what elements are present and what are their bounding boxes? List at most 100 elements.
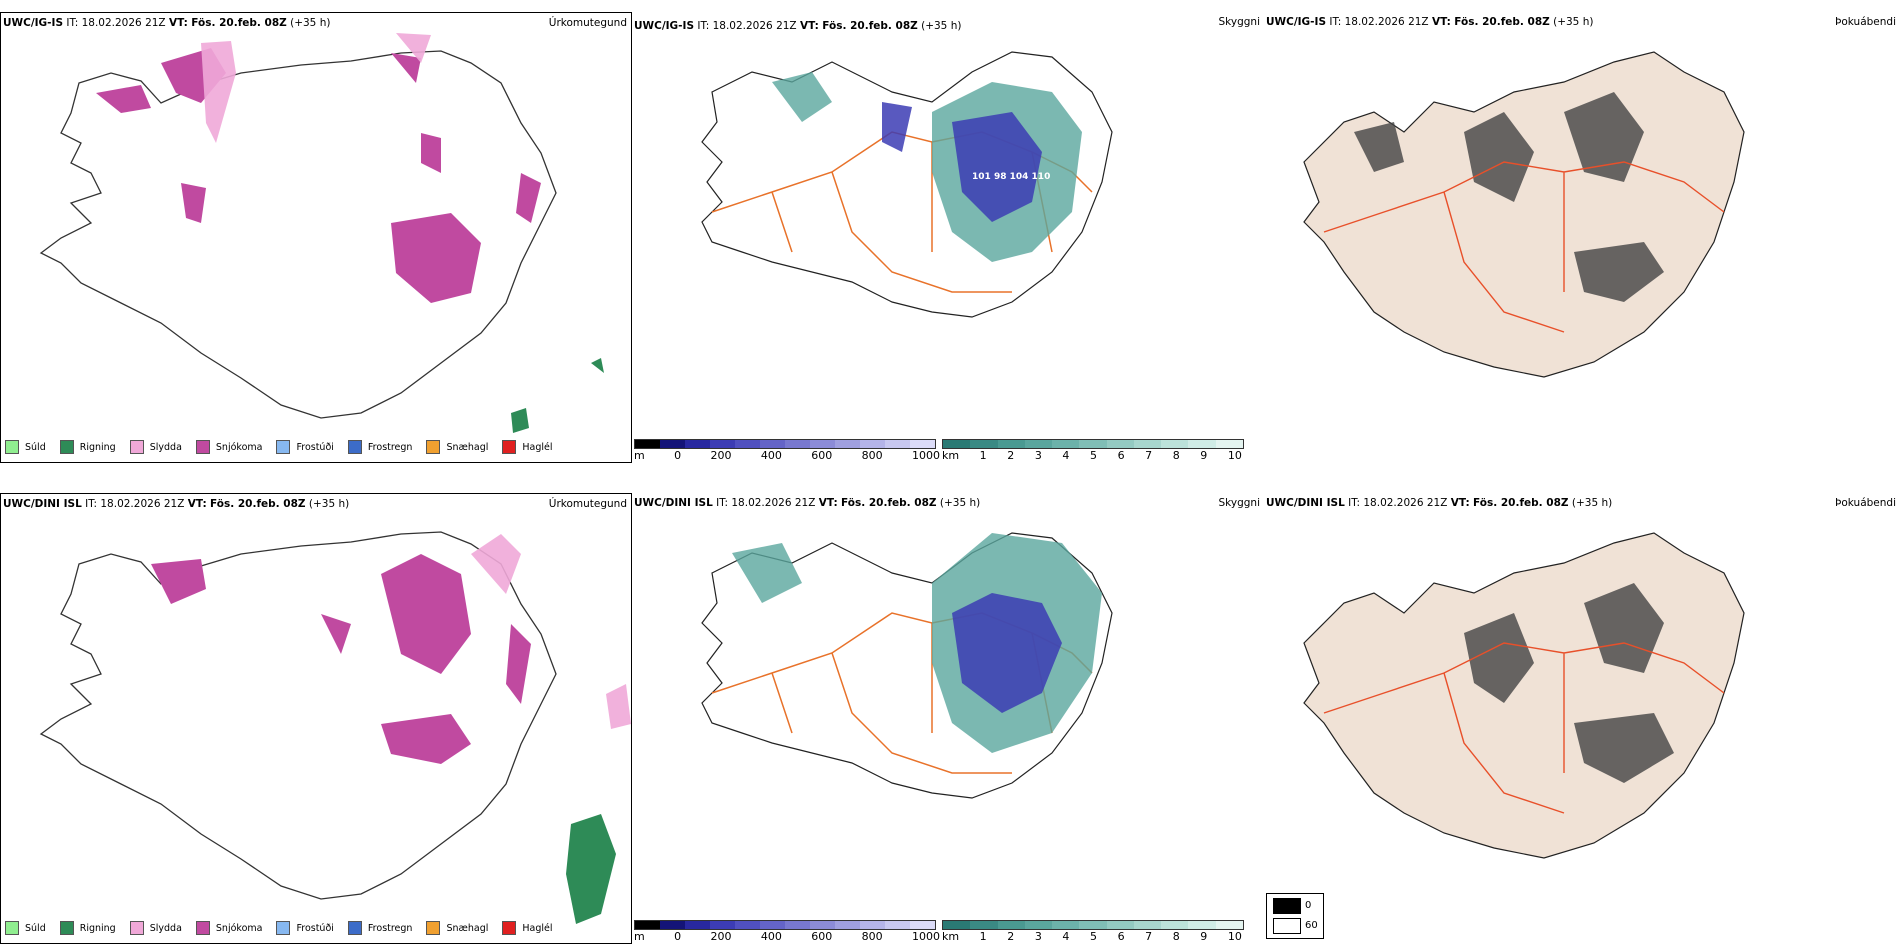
it-value: 18.02.2026 21Z: [1363, 497, 1448, 509]
vt-value: Fös. 20.feb. 08Z: [191, 17, 287, 29]
vt-label: VT:: [168, 17, 188, 29]
tick-label: 6: [1117, 449, 1125, 462]
precip-legend: Súld Rigning Slydda Snjókoma Frostúði Fr…: [5, 919, 567, 937]
unit-label: m: [634, 449, 645, 462]
iceland-outline: [701, 532, 1113, 799]
it-value: 18.02.2026 21Z: [731, 497, 816, 509]
vis-km-colorbar: [942, 439, 1244, 449]
blue-visibility-area: [882, 102, 1042, 222]
it-label: IT:: [1329, 16, 1342, 28]
tick-label: 1: [979, 930, 987, 943]
vt-label: VT:: [1450, 497, 1470, 509]
fog-legend: 0 60: [1266, 893, 1324, 939]
tick-label: 10: [1227, 930, 1242, 943]
vt-value: Fös. 20.feb. 08Z: [822, 20, 918, 32]
tick-label: 800: [861, 930, 883, 943]
panel-title: Úrkomutegund: [548, 17, 627, 29]
panel-title: Skyggni: [1218, 497, 1261, 509]
vt-label: VT:: [1431, 16, 1451, 28]
vt-label: VT:: [187, 498, 207, 510]
tick-label: 2: [1007, 449, 1015, 462]
legend-item: Slydda: [129, 921, 182, 935]
legend-item: Súld: [5, 440, 46, 454]
legend-label: Rigning: [79, 922, 116, 934]
it-label: IT:: [66, 17, 79, 29]
legend-label: Snjókoma: [215, 922, 263, 934]
fog-panel-bottom: UWC/DINI ISL IT: 18.02.2026 21Z VT: Fös.…: [1264, 493, 1900, 888]
panel-header: UWC/IG-IS IT: 18.02.2026 21Z VT: Fös. 20…: [3, 17, 330, 29]
panel-header-mid: UWC/IG-IS IT: 18.02.2026 21Z VT: Fös. 20…: [634, 20, 961, 32]
model-name: UWC/IG-IS: [1266, 16, 1327, 28]
visibility-map-top: [701, 51, 1113, 318]
legend-item: Frostúði: [276, 921, 334, 935]
precip-panel-top: UWC/IG-IS IT: 18.02.2026 21Z VT: Fös. 20…: [0, 12, 632, 463]
vis-m-colorbar: [634, 920, 936, 930]
legend-swatch: [426, 921, 441, 935]
vis-value-labels: 101 98 104 110: [972, 172, 1092, 183]
snow-areas: [96, 48, 541, 303]
legend-item: Snæhagl: [426, 921, 488, 935]
legend-swatch: [1273, 898, 1301, 914]
unit-label: m: [634, 930, 645, 943]
it-label: IT:: [85, 498, 98, 510]
tick-label: 600: [811, 930, 833, 943]
tick-label: 4: [1062, 930, 1070, 943]
vis-value: 110: [1031, 172, 1051, 182]
legend-label: Haglél: [522, 441, 553, 453]
legend-swatch: [1273, 918, 1301, 934]
rain-areas: [511, 358, 604, 433]
tick-label: 600: [811, 449, 833, 462]
rain-areas: [566, 814, 616, 924]
tick-label: 400: [760, 930, 782, 943]
legend-item: Súld: [5, 921, 46, 935]
legend-label: Haglél: [522, 922, 553, 934]
legend-item: Rigning: [59, 440, 116, 454]
fog-map-bottom: [1303, 532, 1745, 859]
legend-label: Snjókoma: [215, 441, 263, 453]
tick-label: 200: [710, 449, 732, 462]
lead-time: (+35 h): [1571, 497, 1613, 509]
legend-swatch: [426, 440, 441, 454]
legend-label: Súld: [25, 922, 46, 934]
sleet-areas: [471, 534, 631, 729]
iceland-land: [1303, 51, 1745, 378]
tick-label: 10: [1227, 449, 1242, 462]
model-name: UWC/DINI ISL: [3, 498, 82, 510]
legend-label: Súld: [25, 441, 46, 453]
legend-label: Rigning: [79, 441, 116, 453]
tick-label: 8: [1172, 930, 1180, 943]
it-label: IT:: [697, 20, 710, 32]
legend-item: Slydda: [129, 440, 182, 454]
legend-label: Frostúði: [296, 922, 334, 934]
legend-item: Snæhagl: [426, 440, 488, 454]
tick-label: 1000: [911, 930, 940, 943]
vt-value: Fös. 20.feb. 08Z: [841, 497, 937, 509]
tick-label: 9: [1200, 449, 1208, 462]
legend-label: Snæhagl: [446, 922, 489, 934]
lead-time: (+35 h): [290, 17, 331, 29]
legend-swatch: [195, 921, 210, 935]
lead-time: (+35 h): [939, 497, 981, 509]
snow-areas: [151, 554, 531, 764]
legend-item: Snjókoma: [195, 921, 263, 935]
panel-title: Þokuábendi: [1835, 16, 1896, 28]
tick-label: 2: [1007, 930, 1015, 943]
legend-label: Slydda: [149, 922, 182, 934]
fog-road-network: [1323, 642, 1725, 814]
it-value: 18.02.2026 21Z: [81, 17, 166, 29]
vis-m-colorbar: [634, 439, 936, 449]
legend-swatch: [276, 440, 291, 454]
model-name: UWC/DINI ISL: [1266, 497, 1345, 509]
legend-swatch: [502, 440, 517, 454]
sleet-areas: [201, 33, 431, 143]
vis-value: 104: [1009, 172, 1029, 182]
tick-label: 3: [1034, 930, 1042, 943]
vis-m-ticks: m 0 200 400 600 800 1000: [634, 930, 940, 943]
legend-swatch: [129, 440, 144, 454]
vt-value: Fös. 20.feb. 08Z: [1454, 16, 1550, 28]
tick-label: 4: [1062, 449, 1070, 462]
iceland-outline: [701, 51, 1113, 318]
lead-time: (+35 h): [1553, 16, 1594, 28]
vis-m-ticks: m 0 200 400 600 800 1000: [634, 449, 940, 462]
tick-label: 0: [674, 449, 682, 462]
